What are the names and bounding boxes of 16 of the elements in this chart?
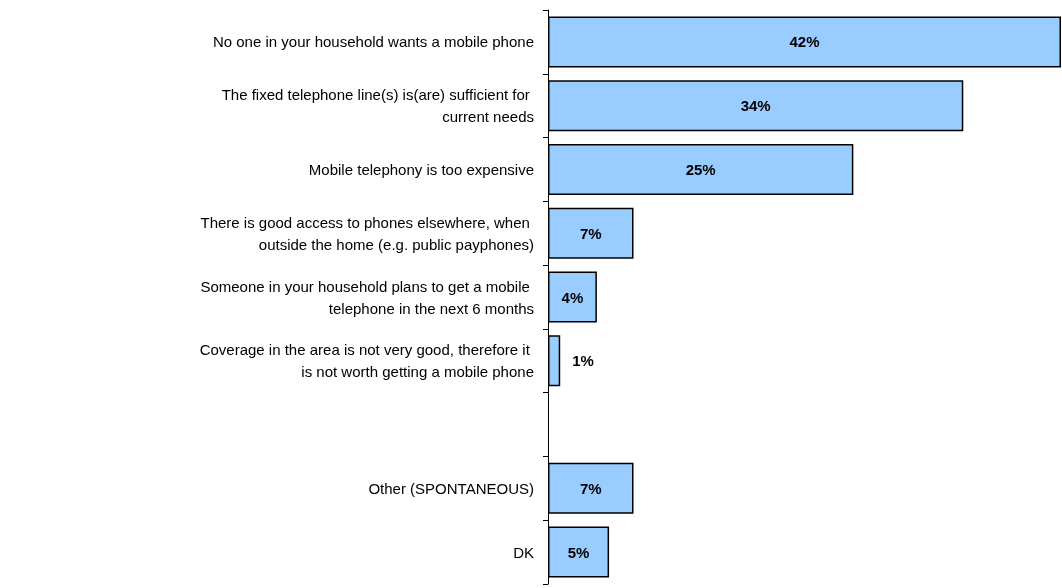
y-tick-label: Other (SPONTANEOUS) — [368, 479, 534, 497]
y-tick-label: Someone in your household plans to get a mobile telephone in the next 6 months — [200, 277, 534, 317]
data-label: 25% — [685, 160, 716, 178]
y-tick-label: The fixed telephone line(s) is(are) sufficient for current needs — [221, 86, 534, 126]
y-tick-label: Coverage in the area is not very good, therefore it is not worth getting a mobile phone — [199, 341, 534, 381]
data-label: 42% — [789, 33, 820, 51]
data-label: 4% — [561, 288, 584, 306]
data-label: 7% — [579, 224, 602, 242]
y-tick-label: Mobile telephony is too expensive — [308, 160, 534, 178]
data-label: 34% — [740, 97, 771, 115]
data-label: 1% — [572, 352, 594, 370]
y-tick-label: No one in your household wants a mobile phone — [212, 33, 534, 51]
y-tick-label: There is good access to phones elsewhere, when outside the home (e.g. public payphones) — [200, 213, 534, 253]
data-label: 7% — [579, 479, 602, 497]
y-tick-label: DK — [513, 543, 534, 561]
data-label: 5% — [567, 543, 590, 561]
